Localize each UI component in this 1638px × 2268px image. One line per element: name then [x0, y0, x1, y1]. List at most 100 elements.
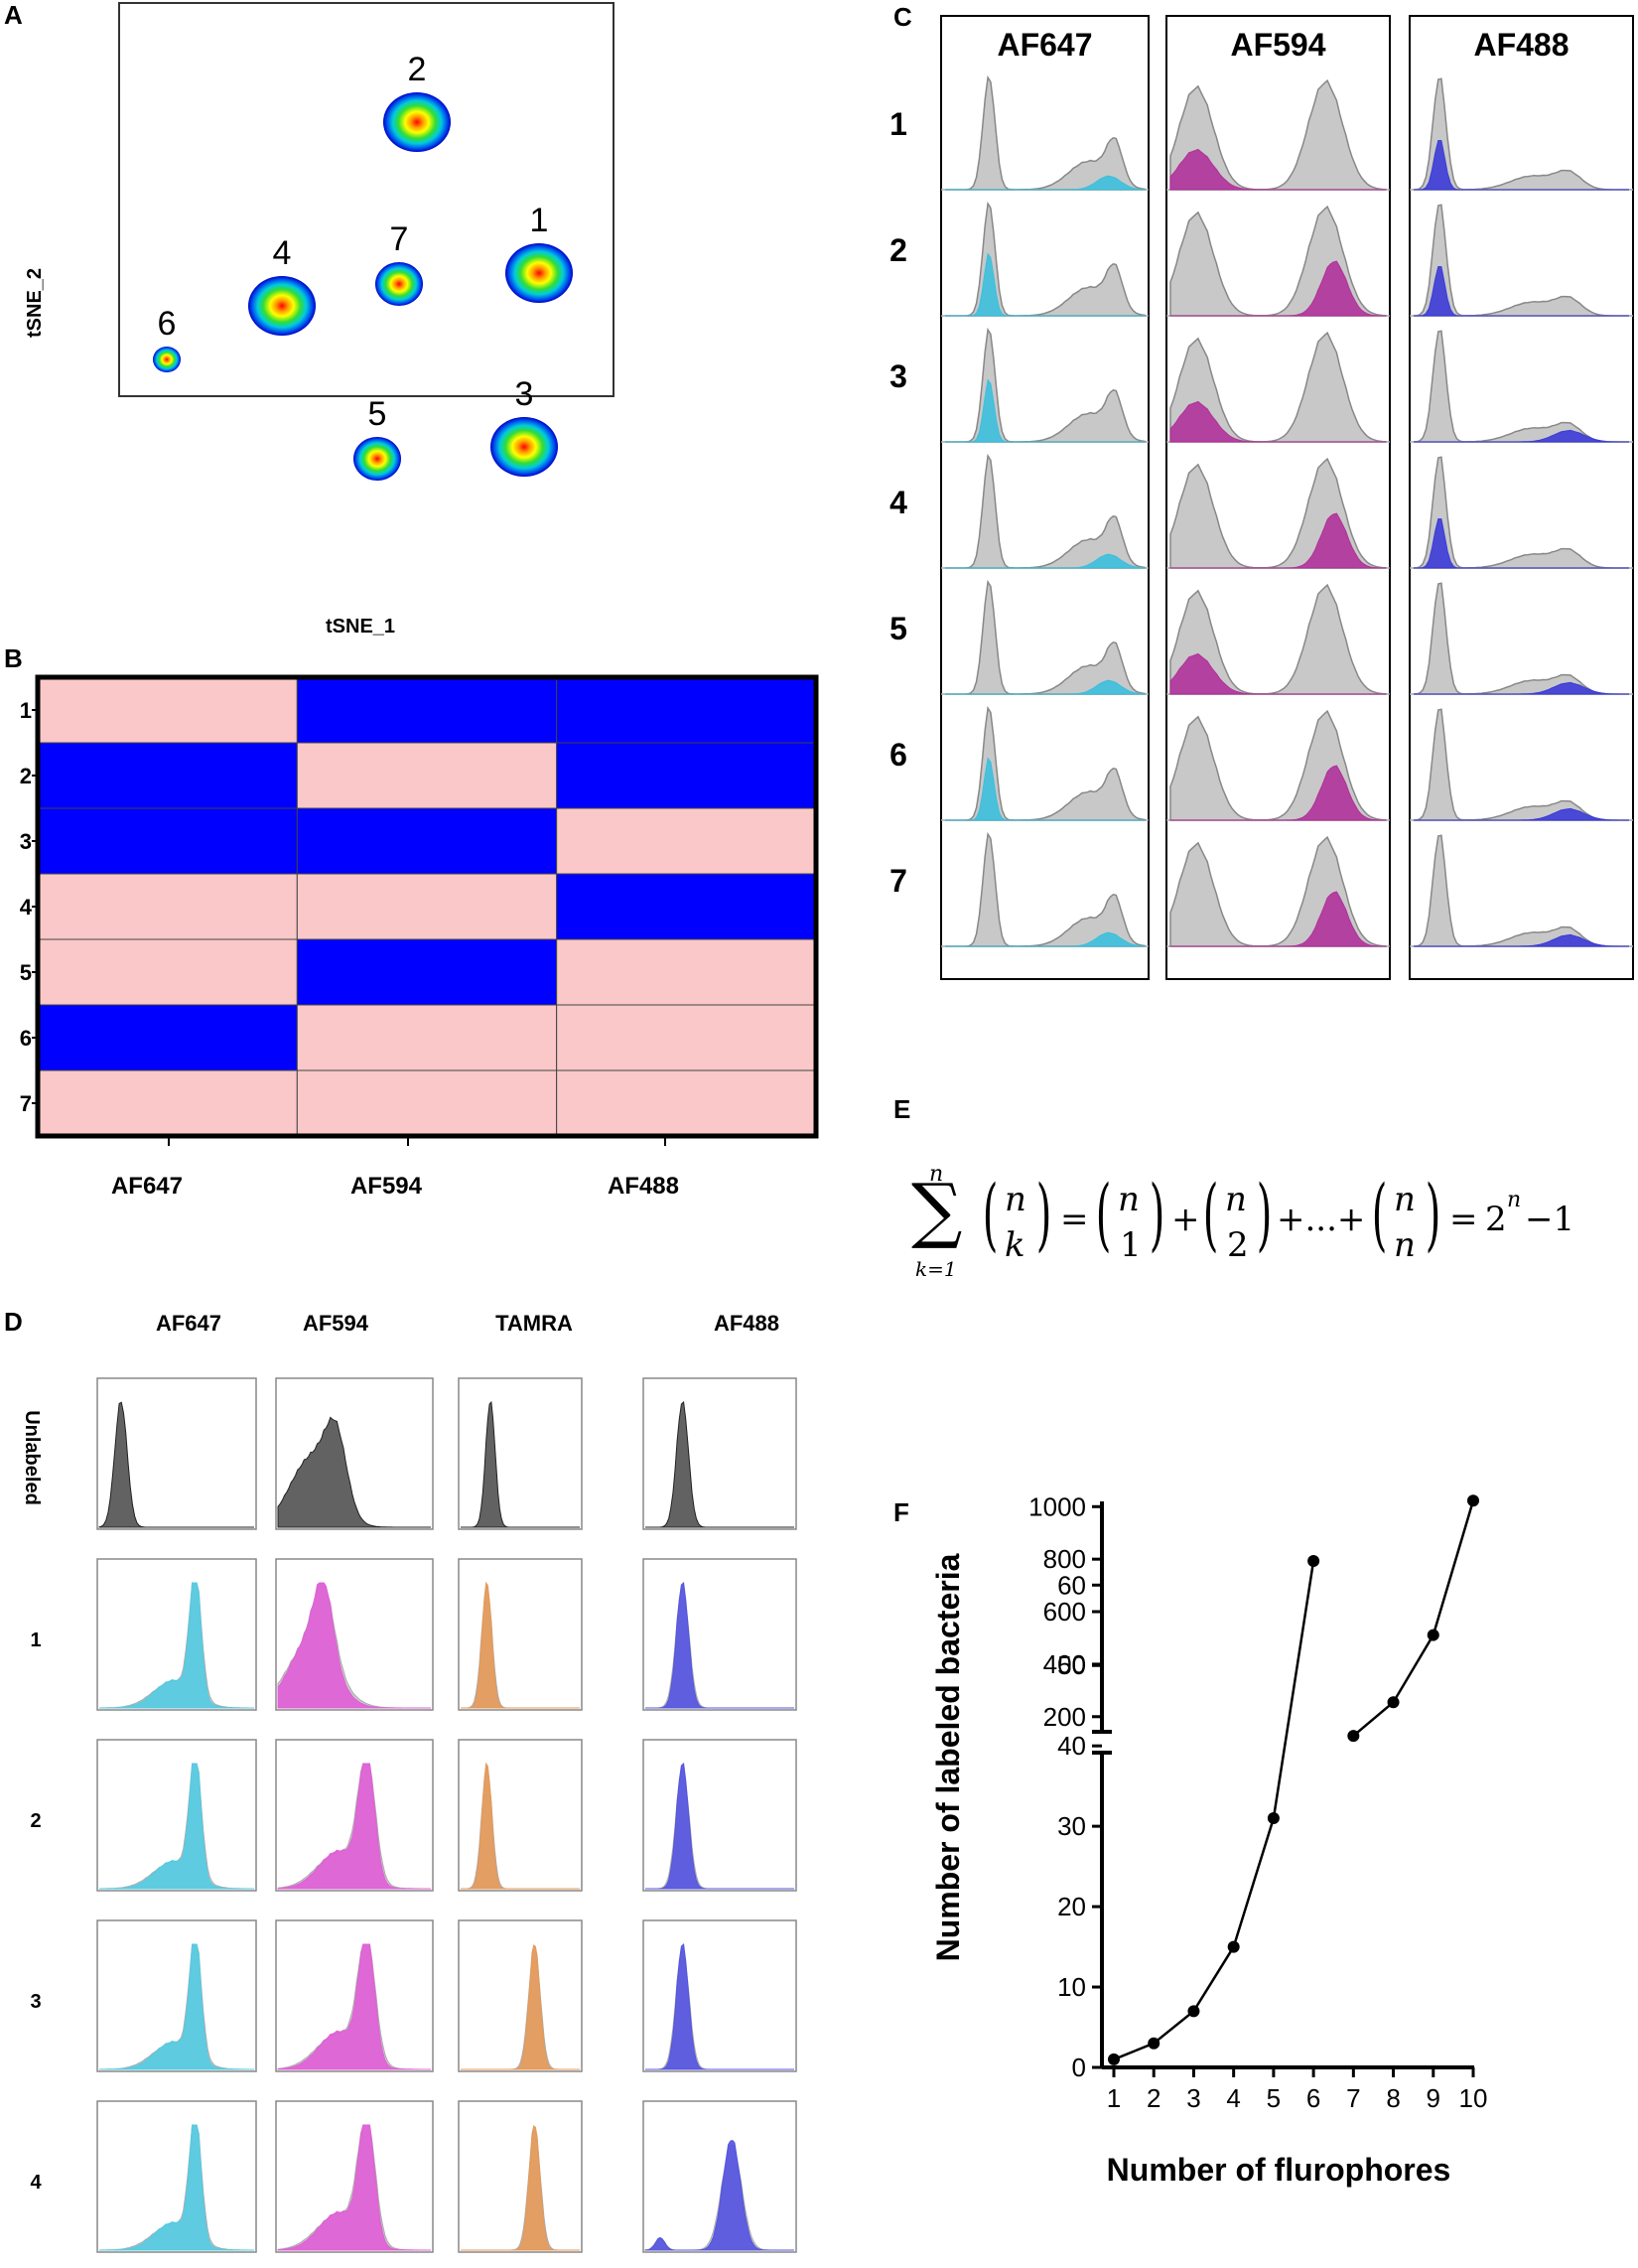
- lower-y-tick-label: 60: [1057, 1570, 1086, 1600]
- heatmap-row-label: 2: [20, 764, 32, 788]
- panel-c-sample-histogram: [1414, 429, 1629, 443]
- panel-f-label: F: [893, 1497, 909, 1527]
- x-tick-label: 7: [1346, 2083, 1360, 2113]
- panel-b-label: B: [4, 643, 23, 673]
- heatmap-row-label: 1: [20, 698, 32, 723]
- panel-c-sample-histogram: [1170, 512, 1386, 569]
- data-point: [1267, 1812, 1280, 1825]
- x-tick-label: 3: [1186, 2083, 1200, 2113]
- lower-y-tick-label: 30: [1057, 1811, 1086, 1841]
- panel-c-background-histogram: [1413, 708, 1629, 821]
- binom3-n-bottom: n: [1394, 1225, 1416, 1265]
- panel-d-label: D: [4, 1307, 23, 1337]
- panel-c-row-label: 1: [889, 106, 907, 142]
- panel-d-row-label: 3: [30, 1991, 41, 2013]
- panel-d-row-label: Unlabeled: [21, 1410, 43, 1505]
- panel-c-sample-histogram: [1170, 260, 1386, 317]
- panel-d-sample-histogram: [277, 1416, 431, 1528]
- panel-d-control-histogram: [461, 2130, 580, 2251]
- lower-y-tick-label: 50: [1057, 1650, 1086, 1680]
- tsne-plot-frame: [118, 2, 614, 397]
- heatmap-cell: [556, 873, 817, 940]
- heatmap-cell: [296, 807, 558, 875]
- x-tick-label: 4: [1226, 2083, 1240, 2113]
- data-point: [1227, 1940, 1240, 1953]
- panel-d-control-histogram: [277, 1763, 431, 1890]
- x-tick-label: 9: [1427, 2083, 1440, 2113]
- x-tick-label: 5: [1267, 2083, 1281, 2113]
- binom2-close: ): [1256, 1168, 1273, 1260]
- panel-d-row-label: 1: [30, 1630, 41, 1651]
- rhs-base: 2: [1485, 1200, 1507, 1239]
- data-point: [1347, 1730, 1360, 1743]
- heatmap-cell: [296, 1069, 558, 1137]
- binom3-open: (: [1371, 1168, 1388, 1260]
- panel-d-sample-histogram: [277, 2124, 431, 2251]
- panel-c-sample-histogram: [1169, 148, 1386, 191]
- heatmap-row-label: 6: [20, 1026, 32, 1051]
- panel-d-sample-histogram: [461, 1400, 580, 1528]
- heatmap-cell: [296, 873, 558, 940]
- binom-open: (: [982, 1168, 999, 1260]
- panel-d-histogram-box: [275, 2100, 434, 2253]
- panel-c-background-histogram: [1413, 330, 1629, 443]
- panel-c-background-histogram: [1169, 457, 1387, 569]
- data-point: [1387, 1696, 1400, 1709]
- ellipsis-plus: +...+: [1277, 1200, 1366, 1239]
- heatmap-cell: [37, 938, 298, 1006]
- heatmap-cell: [37, 742, 298, 809]
- heatmap-cell: [296, 1004, 558, 1071]
- panel-c-column-title: AF594: [1230, 27, 1325, 63]
- data-point: [1148, 2037, 1160, 2050]
- panel-c-column-frame: [940, 15, 1150, 980]
- panel-c-sample-histogram: [945, 378, 1145, 443]
- panel-d-histogram-box: [96, 1919, 257, 2072]
- lower-y-tick-label: 20: [1057, 1892, 1086, 1921]
- panel-c-sample-histogram: [1170, 891, 1386, 947]
- heatmap-cell: [296, 742, 558, 809]
- panel-d-control-histogram: [644, 2144, 794, 2251]
- heatmap-col-label: AF647: [111, 1173, 183, 1200]
- equals-2: =: [1449, 1200, 1478, 1239]
- panel-c-background-histogram: [1169, 331, 1387, 443]
- panel-c-column-frame: [1409, 15, 1634, 980]
- panel-d-histogram-box: [642, 1558, 797, 1711]
- panel-d-sample-histogram: [277, 1943, 431, 2070]
- y-axis-title: Number of labeled bacteria: [930, 1553, 966, 1961]
- panel-d-histogram-box: [642, 1919, 797, 2072]
- panel-d-histogram-box: [96, 1558, 257, 1711]
- panel-c-background-histogram: [1169, 835, 1387, 947]
- x-tick-label: 2: [1147, 2083, 1160, 2113]
- panel-c-row-label: 4: [889, 485, 907, 520]
- panel-c-background-histogram: [1413, 77, 1629, 191]
- heatmap-cell: [556, 1004, 817, 1071]
- panel-d-histogram-box: [458, 1377, 583, 1530]
- heatmap-cell: [296, 938, 558, 1006]
- tsne-cluster-label-5: 5: [368, 395, 387, 433]
- panel-d-histogram-box: [275, 1558, 434, 1711]
- lower-y-tick-label: 0: [1072, 2053, 1086, 2082]
- panel-c-sample-histogram: [1414, 807, 1629, 821]
- plus-1: +: [1171, 1200, 1200, 1239]
- panel-d-sample-histogram: [99, 1582, 254, 1709]
- panel-c-sample-histogram: [1169, 652, 1386, 695]
- panel-d-sample-histogram: [99, 1943, 254, 2070]
- panel-d-control-histogram: [98, 2124, 254, 2251]
- panel-d-row-label: 2: [30, 1810, 41, 1832]
- panel-c-background-histogram: [945, 201, 1146, 317]
- panel-c-sample-histogram: [1414, 517, 1629, 569]
- panel-c-background-histogram: [1169, 709, 1387, 821]
- panel-d-histogram-box: [458, 1739, 583, 1892]
- heatmap-cell: [296, 676, 558, 744]
- panel-d-row-label: 4: [30, 2172, 42, 2194]
- lower-y-tick-label: 40: [1057, 1731, 1086, 1761]
- panel-d-sample-histogram: [461, 1944, 580, 2070]
- heatmap-cell: [556, 676, 817, 744]
- panel-d-histogram-box: [458, 1558, 583, 1711]
- binom2-2: 2: [1227, 1225, 1249, 1265]
- heatmap-row-label: 5: [20, 960, 32, 985]
- panel-d-sample-histogram: [99, 1763, 254, 1890]
- panel-d-histogram-box: [275, 1919, 434, 2072]
- panel-d-sample-histogram: [98, 1401, 254, 1528]
- panel-c-sample-histogram: [945, 175, 1146, 191]
